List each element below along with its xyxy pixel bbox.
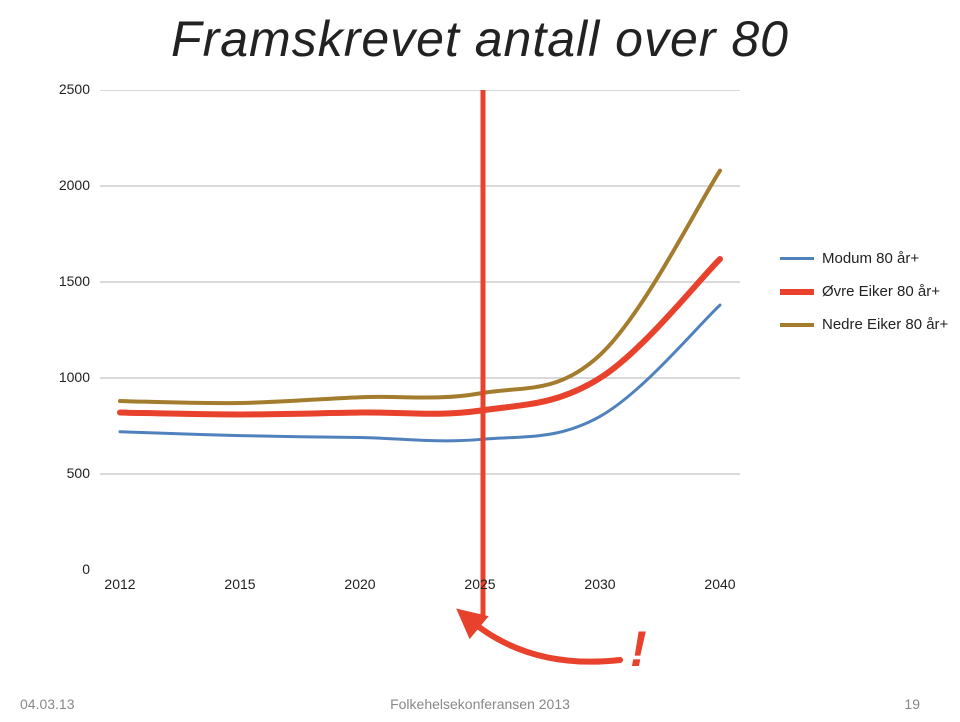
legend-item: Nedre Eiker 80 år+ (780, 316, 948, 333)
legend-item: Modum 80 år+ (780, 250, 948, 267)
legend-item: Øvre Eiker 80 år+ (780, 283, 948, 300)
x-tick-label: 2015 (210, 576, 270, 592)
legend-label: Nedre Eiker 80 år+ (822, 316, 948, 333)
page: Framskrevet antall over 80 ! 0 500 1000 150… (0, 0, 960, 722)
y-tick-label: 500 (50, 465, 90, 481)
chart-area: ! 05001000150020002500201220152020202520… (40, 90, 760, 590)
x-tick-label: 2040 (690, 576, 750, 592)
y-tick-label: 0 (50, 561, 90, 577)
y-tick-label: 2500 (50, 81, 90, 97)
y-tick-label: 2000 (50, 177, 90, 193)
legend: Modum 80 år+ Øvre Eiker 80 år+ Nedre Eik… (780, 250, 948, 349)
x-tick-label: 2030 (570, 576, 630, 592)
footer-title: Folkehelsekonferansen 2013 (0, 696, 960, 712)
footer-page-number: 19 (904, 696, 920, 712)
y-tick-label: 1000 (50, 369, 90, 385)
x-tick-label: 2020 (330, 576, 390, 592)
legend-swatch (780, 257, 814, 260)
x-tick-label: 2025 (450, 576, 510, 592)
legend-swatch (780, 289, 814, 295)
page-title: Framskrevet antall over 80 (0, 10, 960, 68)
x-tick-label: 2012 (90, 576, 150, 592)
legend-label: Modum 80 år+ (822, 250, 919, 267)
y-tick-label: 1500 (50, 273, 90, 289)
exclamation-mark: ! (630, 620, 647, 678)
legend-swatch (780, 323, 814, 327)
chart-svg (40, 90, 760, 690)
legend-label: Øvre Eiker 80 år+ (822, 283, 940, 300)
